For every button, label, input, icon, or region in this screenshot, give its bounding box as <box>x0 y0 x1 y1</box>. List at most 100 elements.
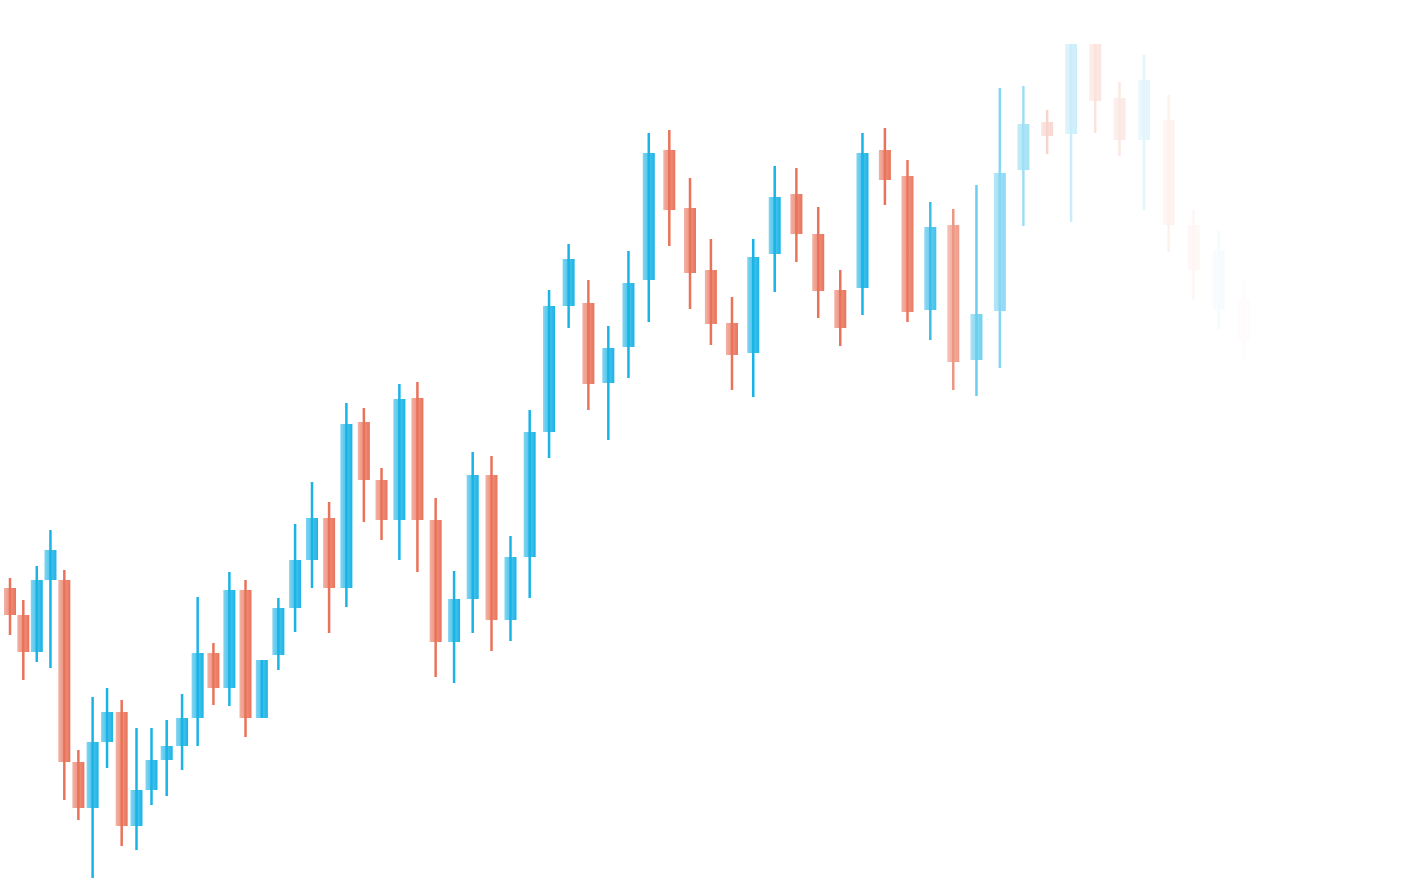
candle <box>130 728 143 850</box>
candle-body <box>1237 300 1250 340</box>
candle <box>684 178 696 309</box>
candle-body <box>768 197 781 254</box>
candle <box>704 239 717 345</box>
candle <box>504 536 517 641</box>
candle <box>223 572 236 706</box>
candle-body <box>160 746 173 760</box>
candle-body <box>207 653 220 688</box>
candle <box>176 694 189 770</box>
candle <box>160 720 173 796</box>
candle-body <box>582 303 595 384</box>
candle <box>543 290 556 458</box>
candle-body <box>101 712 114 742</box>
candle-body <box>448 599 461 642</box>
candle-body <box>834 290 847 328</box>
candle-body <box>523 432 536 557</box>
candle <box>1089 44 1102 133</box>
candle <box>239 580 252 737</box>
candle-body <box>145 760 158 790</box>
candle-body <box>289 560 302 608</box>
candle <box>812 207 825 318</box>
candle-body <box>543 306 556 432</box>
candle-body <box>924 227 937 310</box>
candle <box>747 239 760 397</box>
candle-body <box>72 762 85 808</box>
candle <box>289 524 302 632</box>
candle <box>562 244 575 328</box>
candle-body <box>272 608 285 655</box>
candle <box>725 297 738 390</box>
candle <box>622 251 635 378</box>
candle-body <box>393 399 406 520</box>
candle <box>642 133 655 322</box>
candle <box>878 128 891 205</box>
candle <box>255 660 268 718</box>
candle-body <box>993 173 1006 311</box>
candle-body <box>30 580 43 652</box>
candle <box>901 160 914 322</box>
candle <box>856 133 869 315</box>
candle-body <box>622 283 635 347</box>
candle <box>191 597 204 746</box>
candle <box>429 498 442 677</box>
candle-body <box>323 518 336 588</box>
candle <box>1162 95 1175 252</box>
candle <box>115 700 128 846</box>
candle <box>582 280 595 410</box>
candle <box>1138 55 1150 210</box>
candle-body <box>504 557 517 620</box>
candle-body <box>1065 44 1078 134</box>
candle <box>1041 110 1054 154</box>
candle-body <box>562 259 575 306</box>
candle <box>523 410 536 598</box>
candle <box>4 578 16 635</box>
candle <box>790 168 803 262</box>
candle <box>323 502 336 633</box>
candle-body <box>856 153 869 288</box>
candle-body <box>1113 98 1126 140</box>
candle-body <box>1162 120 1175 225</box>
candle <box>272 598 285 670</box>
candle-body <box>970 314 983 360</box>
candle-body <box>947 225 960 362</box>
candle-body <box>130 790 143 826</box>
candle <box>86 697 99 878</box>
candle-body <box>642 153 655 280</box>
candle <box>306 482 318 588</box>
candle <box>485 456 498 651</box>
candle-body <box>878 150 891 180</box>
candle-body <box>663 150 676 210</box>
candle <box>1017 86 1030 226</box>
candle-body <box>790 194 803 234</box>
candle <box>924 202 937 340</box>
candle-body <box>602 348 615 383</box>
candle <box>1065 44 1078 222</box>
candle <box>357 408 370 522</box>
candle-body <box>86 742 99 808</box>
candle <box>602 326 615 440</box>
candle <box>1237 280 1250 360</box>
candle-body <box>901 176 914 312</box>
candle-body <box>17 615 30 652</box>
candle <box>101 688 114 768</box>
candle <box>1212 230 1225 330</box>
candle-body <box>485 475 498 620</box>
candle <box>1187 210 1200 300</box>
candle <box>411 382 424 572</box>
candle <box>393 384 406 560</box>
candle <box>145 728 158 805</box>
candle-body <box>411 398 424 520</box>
candle-body <box>812 234 825 291</box>
candle <box>58 570 71 800</box>
candle-body <box>466 475 479 599</box>
candle-body <box>1017 124 1030 170</box>
candle-body <box>1089 44 1102 101</box>
candle-body <box>747 257 760 353</box>
candle-body <box>223 590 236 688</box>
candle-body <box>176 718 189 746</box>
candle <box>1113 82 1126 156</box>
candle <box>466 452 479 633</box>
candle <box>17 600 30 680</box>
